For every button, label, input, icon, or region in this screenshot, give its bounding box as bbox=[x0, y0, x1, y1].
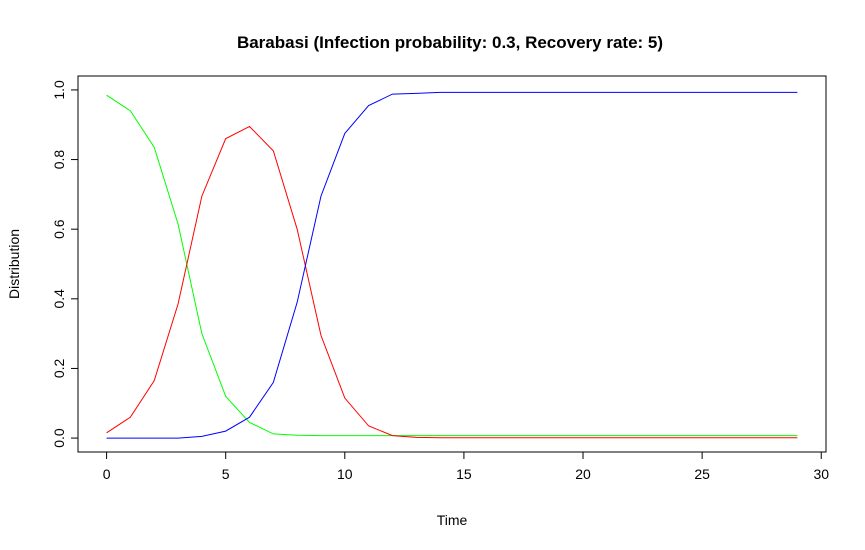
chart-title: Barabasi (Infection probability: 0.3, Re… bbox=[237, 33, 663, 52]
y-tick-label: 0.6 bbox=[51, 219, 67, 239]
series-line-3 bbox=[106, 91, 798, 439]
x-tick-label: 25 bbox=[694, 466, 710, 482]
x-tick-label: 5 bbox=[222, 466, 230, 482]
x-tick-label: 0 bbox=[103, 466, 111, 482]
x-tick-label: 10 bbox=[337, 466, 353, 482]
x-axis-label: Time bbox=[437, 512, 468, 528]
y-tick-label: 0.0 bbox=[51, 428, 67, 448]
x-tick-label: 15 bbox=[456, 466, 472, 482]
x-tick-label: 20 bbox=[575, 466, 591, 482]
y-tick-label: 1.0 bbox=[51, 80, 67, 100]
y-axis-label: Distribution bbox=[6, 229, 22, 299]
series-layer bbox=[106, 91, 798, 439]
x-axis: 0 5 10 15 20 25 30 bbox=[103, 452, 829, 482]
x-tick-label: 30 bbox=[813, 466, 829, 482]
plot-frame bbox=[77, 75, 827, 453]
y-tick-label: 0.4 bbox=[51, 289, 67, 309]
series-line-2 bbox=[106, 125, 798, 439]
series-line-1 bbox=[106, 94, 798, 437]
y-tick-label: 0.8 bbox=[51, 150, 67, 170]
y-tick-label: 0.2 bbox=[51, 359, 67, 379]
y-axis: 0.0 0.2 0.4 0.6 0.8 1.0 bbox=[51, 80, 78, 448]
